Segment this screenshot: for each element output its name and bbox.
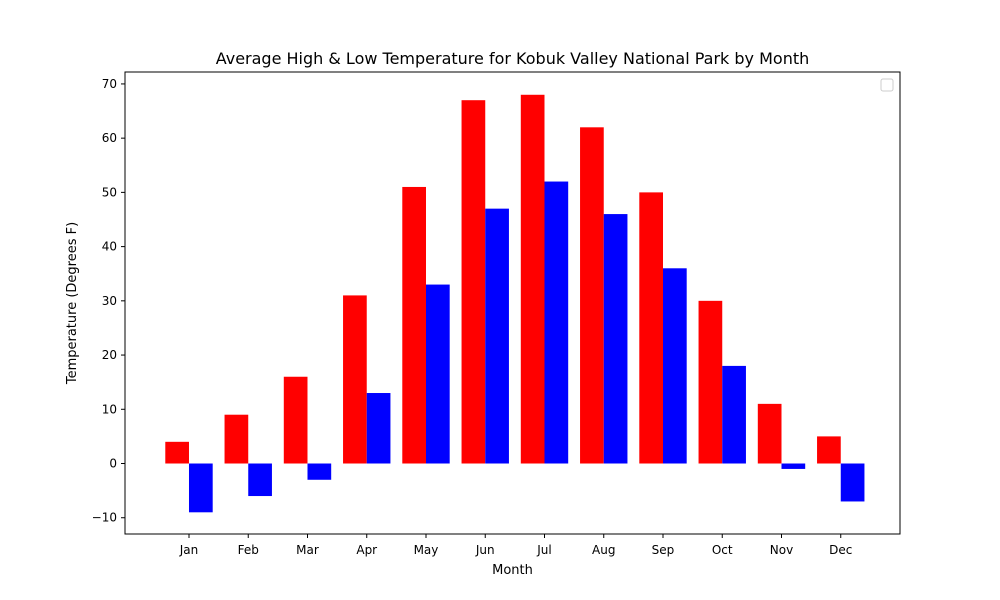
bar-nov-series-1 — [757, 403, 782, 464]
x-tick-label-sep: Sep — [652, 543, 675, 557]
bar-jul-series-1 — [520, 94, 545, 464]
bar-oct-series-2 — [722, 365, 746, 464]
x-tick-label-may: May — [414, 543, 439, 557]
bar-dec-series-2 — [840, 463, 865, 502]
x-tick-label-feb: Feb — [238, 543, 259, 557]
x-tick-label-apr: Apr — [356, 543, 377, 557]
bar-apr-series-1 — [343, 295, 367, 464]
y-axis-ticks: −10 0 10 20 30 40 50 60 70 — [92, 77, 125, 525]
bar-mar-series-1 — [283, 376, 308, 464]
bar-aug-series-2 — [603, 214, 628, 464]
x-axis-label: Month — [492, 563, 533, 578]
y-axis-label: Temperature (Degrees F) — [65, 222, 80, 385]
bar-feb-series-2 — [248, 463, 272, 497]
plot-area-frame — [124, 71, 901, 535]
chart-title: Average High & Low Temperature for Kobuk… — [216, 49, 810, 68]
bar-jun-series-1 — [461, 100, 486, 464]
y-tick-label: 10 — [102, 402, 117, 416]
y-tick-label: 70 — [102, 77, 117, 91]
bar-sep-series-1 — [639, 192, 663, 464]
x-tick-label-mar: Mar — [296, 543, 319, 557]
y-tick-label: 50 — [102, 185, 117, 199]
x-axis-ticks: Jan Feb Mar Apr May Jun Jul Aug Sep Oct Nov Dec — [179, 534, 852, 557]
bar-apr-series-2 — [366, 393, 391, 464]
y-tick-label: 40 — [102, 240, 117, 254]
bar-aug-series-1 — [580, 127, 604, 464]
bar-may-series-2 — [425, 284, 450, 464]
bar-mar-series-2 — [307, 463, 332, 480]
x-tick-label-oct: Oct — [712, 543, 733, 557]
bar-oct-series-1 — [698, 300, 723, 464]
bar-sep-series-2 — [662, 268, 687, 464]
bar-jun-series-2 — [485, 208, 509, 464]
bar-jul-series-2 — [544, 181, 569, 464]
bar-may-series-1 — [402, 186, 426, 464]
y-tick-label: 0 — [109, 457, 117, 471]
bar-jan-series-2 — [188, 463, 213, 513]
y-tick-label: 30 — [102, 294, 117, 308]
y-tick-label: 20 — [102, 348, 117, 362]
bar-jan-series-1 — [165, 441, 189, 464]
x-tick-label-jan: Jan — [179, 543, 199, 557]
bar-dec-series-1 — [817, 436, 841, 464]
x-tick-label-jul: Jul — [536, 543, 551, 557]
bar-nov-series-2 — [781, 463, 806, 469]
bar-feb-series-1 — [224, 414, 249, 464]
x-tick-label-nov: Nov — [770, 543, 793, 557]
x-tick-label-aug: Aug — [592, 543, 615, 557]
legend-box — [880, 78, 894, 92]
x-tick-label-jun: Jun — [475, 543, 495, 557]
x-tick-label-dec: Dec — [829, 543, 852, 557]
y-tick-label: −10 — [92, 511, 117, 525]
bars-layer — [165, 94, 865, 513]
y-tick-label: 60 — [102, 131, 117, 145]
